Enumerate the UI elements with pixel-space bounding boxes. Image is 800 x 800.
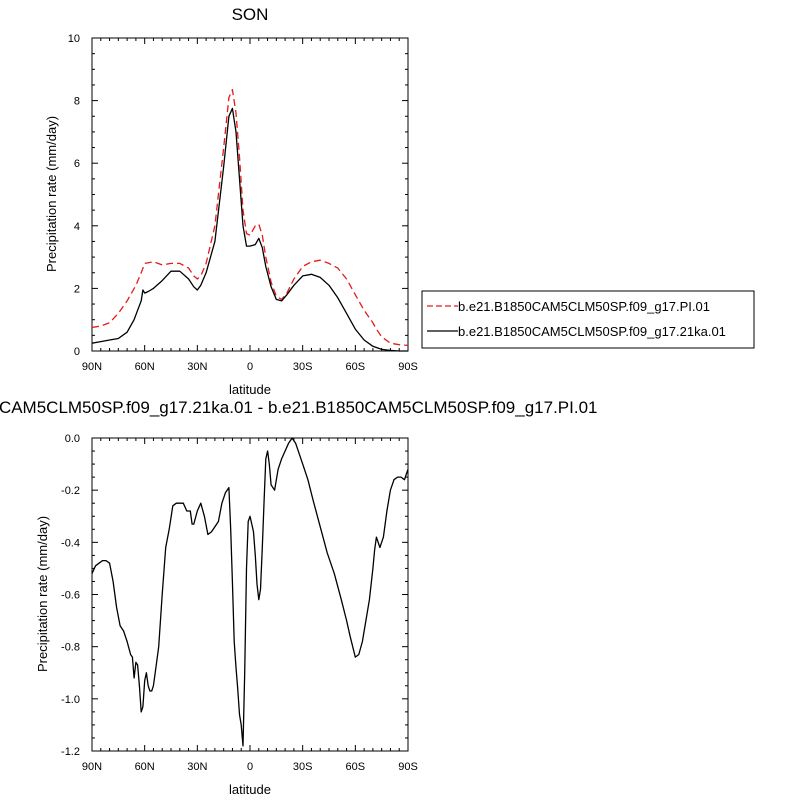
top-x-axis: 90N 60N 30N 0 30S 60S 90S (82, 38, 418, 373)
y-tick-label: -0.8 (61, 642, 80, 654)
x-tick-label: 60S (346, 761, 366, 773)
y-tick-label: -1.2 (61, 746, 80, 758)
bottom-x-axis-label: latitude (229, 782, 271, 797)
top-x-axis-label: latitude (229, 382, 271, 397)
top-y-axis-label: Precipitation rate (mm/day) (44, 116, 59, 272)
x-tick-label: 30N (187, 361, 207, 373)
series-line-0 (91, 88, 409, 347)
x-tick-label: 60N (135, 361, 155, 373)
y-tick-label: -0.4 (61, 537, 80, 549)
x-tick-label: 60N (135, 761, 155, 773)
x-tick-label: 90S (398, 361, 418, 373)
top-series-group (91, 88, 409, 352)
x-tick-label: 0 (247, 361, 253, 373)
x-tick-label: 60S (346, 361, 366, 373)
y-tick-label: 0 (74, 346, 80, 358)
legend-label-pi: b.e21.B1850CAM5CLM50SP.f09_g17.PI.01 (458, 299, 710, 314)
x-tick-label: 90S (398, 761, 418, 773)
bottom-plot-frame (91, 437, 409, 752)
legend-box (421, 290, 755, 349)
y-tick-label: 10 (68, 33, 80, 45)
y-tick-label: -1.0 (61, 694, 80, 706)
bottom-chart-title: b.e21.B1850CAM5CLM50SP.f09_g17.21ka.01 -… (0, 398, 597, 417)
legend-label-21ka: b.e21.B1850CAM5CLM50SP.f09_g17.21ka.01 (458, 324, 726, 339)
y-tick-label: 4 (74, 221, 80, 233)
y-tick-label: -0.6 (61, 590, 80, 602)
x-tick-label: 90N (82, 761, 102, 773)
x-tick-label: 30S (293, 761, 313, 773)
y-tick-label: 6 (74, 158, 80, 170)
top-chart-title: SON (232, 5, 269, 24)
y-tick-label: 0.0 (65, 433, 80, 445)
x-tick-label: 30N (187, 761, 207, 773)
top-y-axis: 0 2 4 6 8 10 (68, 33, 408, 358)
bottom-y-axis: 0.0 -0.2 -0.4 -0.6 -0.8 -1.0 -1.2 (61, 433, 408, 758)
y-tick-label: -0.2 (61, 485, 80, 497)
x-tick-label: 30S (293, 361, 313, 373)
bottom-series-group (91, 437, 409, 747)
series-line-0 (91, 437, 409, 747)
y-tick-label: 2 (74, 283, 80, 295)
x-tick-label: 0 (247, 761, 253, 773)
legend: b.e21.B1850CAM5CLM50SP.f09_g17.PI.01 b.e… (421, 290, 755, 349)
series-line-1 (91, 107, 408, 352)
bottom-x-axis: 90N 60N 30N 0 30S 60S 90S (82, 438, 418, 773)
y-tick-label: 8 (74, 96, 80, 108)
bottom-y-axis-label: Precipitation rate (mm/day) (35, 516, 50, 672)
x-tick-label: 90N (82, 361, 102, 373)
